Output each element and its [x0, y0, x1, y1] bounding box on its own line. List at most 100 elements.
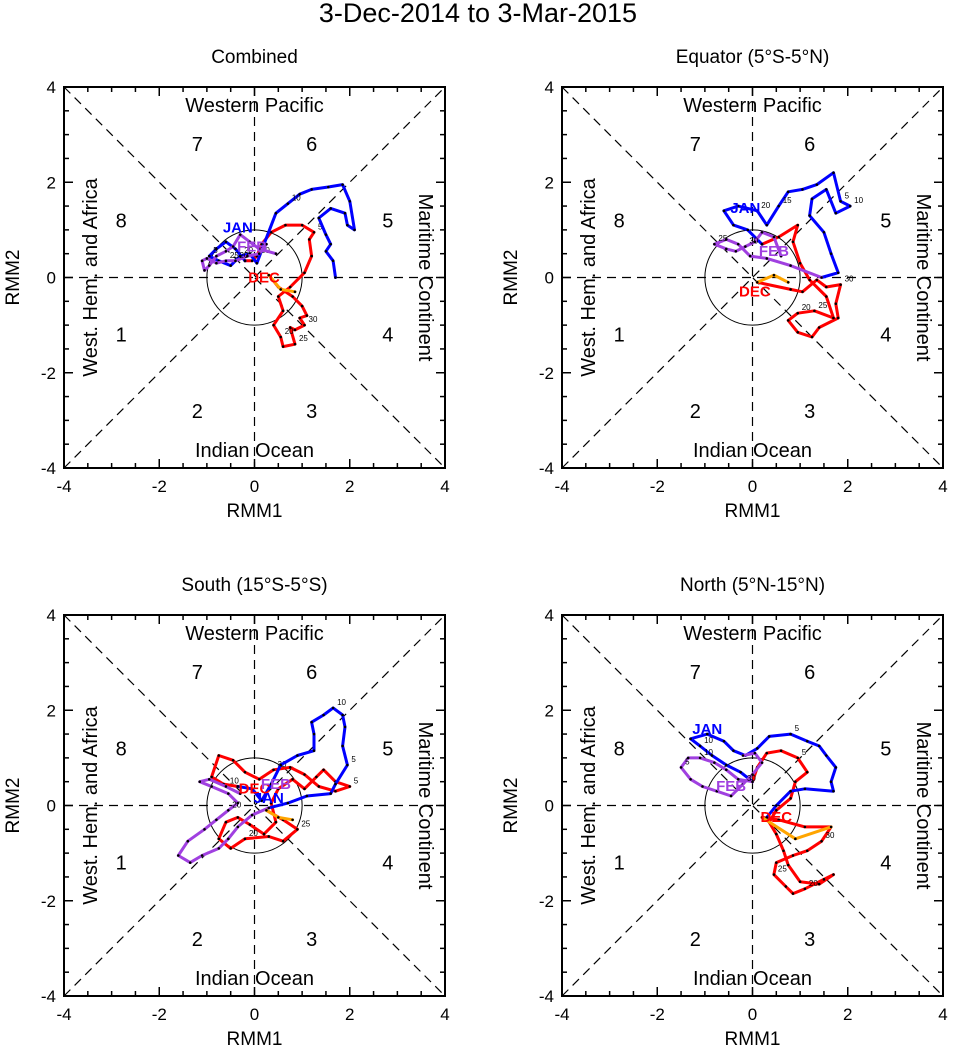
day-point: [312, 230, 316, 234]
day-label: 5: [351, 755, 356, 764]
day-point: [231, 245, 235, 248]
day-point: [777, 235, 780, 239]
day-point: [224, 240, 228, 244]
day-point: [303, 787, 306, 791]
region-label-maritime-continent: Maritime Continent: [912, 722, 934, 890]
day-point: [296, 754, 299, 757]
day-point: [689, 737, 692, 741]
day-point: [281, 345, 285, 348]
phase-panel-4: North (5°N-15°N) -4-4 -2 -2 0 0 2 2 4 4 RMM1 RMM2 We…: [501, 575, 948, 1050]
day-point: [794, 837, 797, 841]
region-label-indian-ocean: Indian Ocean: [195, 440, 314, 462]
day-point: [772, 235, 776, 239]
month-label-feb: FEB: [759, 243, 789, 260]
day-label: 30: [309, 315, 318, 324]
day-point: [753, 751, 757, 755]
x-axis-label: RMM1: [725, 1029, 781, 1050]
day-point: [236, 816, 240, 819]
day-point: [257, 252, 261, 255]
day-label: 5: [354, 776, 359, 785]
day-point: [236, 801, 240, 805]
day-point: [815, 183, 819, 186]
month-label-feb: FEB: [261, 776, 291, 793]
x-tick-label: 4: [440, 477, 449, 496]
day-point: [250, 787, 254, 791]
phase-number-8: 8: [116, 738, 127, 760]
phase-number-5: 5: [382, 738, 393, 760]
day-point: [207, 254, 211, 258]
day-point: [791, 854, 795, 857]
day-label: 30: [826, 831, 835, 840]
y-tick-label: 2: [47, 173, 56, 192]
day-point: [808, 278, 811, 282]
day-label: 10: [230, 776, 239, 785]
y-tick-label: -2: [539, 892, 554, 911]
region-label-maritime-continent: Maritime Continent: [414, 194, 436, 362]
day-point: [803, 887, 807, 891]
day-label: 10: [704, 736, 713, 745]
day-point: [217, 754, 221, 757]
phase-number-3: 3: [306, 401, 317, 423]
day-point: [825, 285, 828, 289]
day-point: [243, 770, 247, 774]
day-point: [760, 242, 764, 246]
day-point: [736, 242, 740, 246]
day-point: [767, 735, 771, 738]
month-label-dec: DEC: [760, 809, 792, 826]
day-point: [836, 271, 840, 275]
figure-title: 3-Dec-2014 to 3-Mar-2015: [319, 0, 637, 28]
day-point: [798, 880, 802, 883]
day-label: 25: [778, 865, 787, 874]
day-point: [291, 818, 294, 822]
day-point: [284, 223, 287, 227]
day-point: [836, 316, 840, 320]
day-point: [725, 768, 728, 772]
day-point: [777, 818, 780, 822]
x-tick-label: -4: [56, 477, 71, 496]
phase-number-7: 7: [690, 134, 701, 156]
day-point: [722, 209, 726, 213]
day-point: [772, 273, 776, 277]
region-label-western-pacific: Western Pacific: [185, 95, 324, 117]
day-label: 30: [845, 275, 854, 284]
day-point: [236, 825, 240, 829]
day-point: [794, 780, 797, 783]
day-point: [293, 342, 297, 346]
day-point: [789, 797, 792, 800]
region-label-maritime-continent: Maritime Continent: [414, 722, 436, 890]
day-point: [286, 202, 290, 205]
x-tick-label: 0: [250, 477, 259, 496]
day-point: [265, 242, 268, 246]
day-point: [310, 720, 313, 724]
trajectory-jan: [722, 171, 852, 279]
x-tick-label: -4: [554, 477, 569, 496]
day-point: [732, 223, 735, 227]
day-point: [203, 269, 206, 272]
day-label: 5: [795, 724, 800, 733]
day-label: 20: [249, 829, 258, 838]
phase-number-2: 2: [192, 401, 203, 423]
day-point: [832, 789, 835, 793]
x-tick-label: 0: [748, 1005, 757, 1024]
day-point: [200, 259, 204, 263]
x-tick-label: 2: [345, 477, 354, 496]
month-label-jan: JAN: [254, 790, 284, 807]
day-point: [786, 190, 790, 194]
day-point: [198, 780, 202, 783]
day-point: [755, 280, 759, 284]
day-point: [832, 171, 835, 175]
day-point: [288, 766, 292, 769]
day-label: 15: [783, 196, 792, 205]
x-tick-label: 4: [938, 477, 947, 496]
day-point: [805, 849, 809, 853]
x-tick-label: -2: [152, 1005, 167, 1024]
day-point: [798, 261, 802, 265]
day-point: [341, 183, 344, 186]
day-point: [269, 801, 273, 805]
day-point: [269, 782, 273, 786]
day-point: [277, 816, 280, 819]
day-point: [331, 706, 335, 710]
phase-number-7: 7: [192, 662, 203, 684]
day-point: [248, 823, 252, 826]
x-tick-label: 2: [843, 477, 852, 496]
